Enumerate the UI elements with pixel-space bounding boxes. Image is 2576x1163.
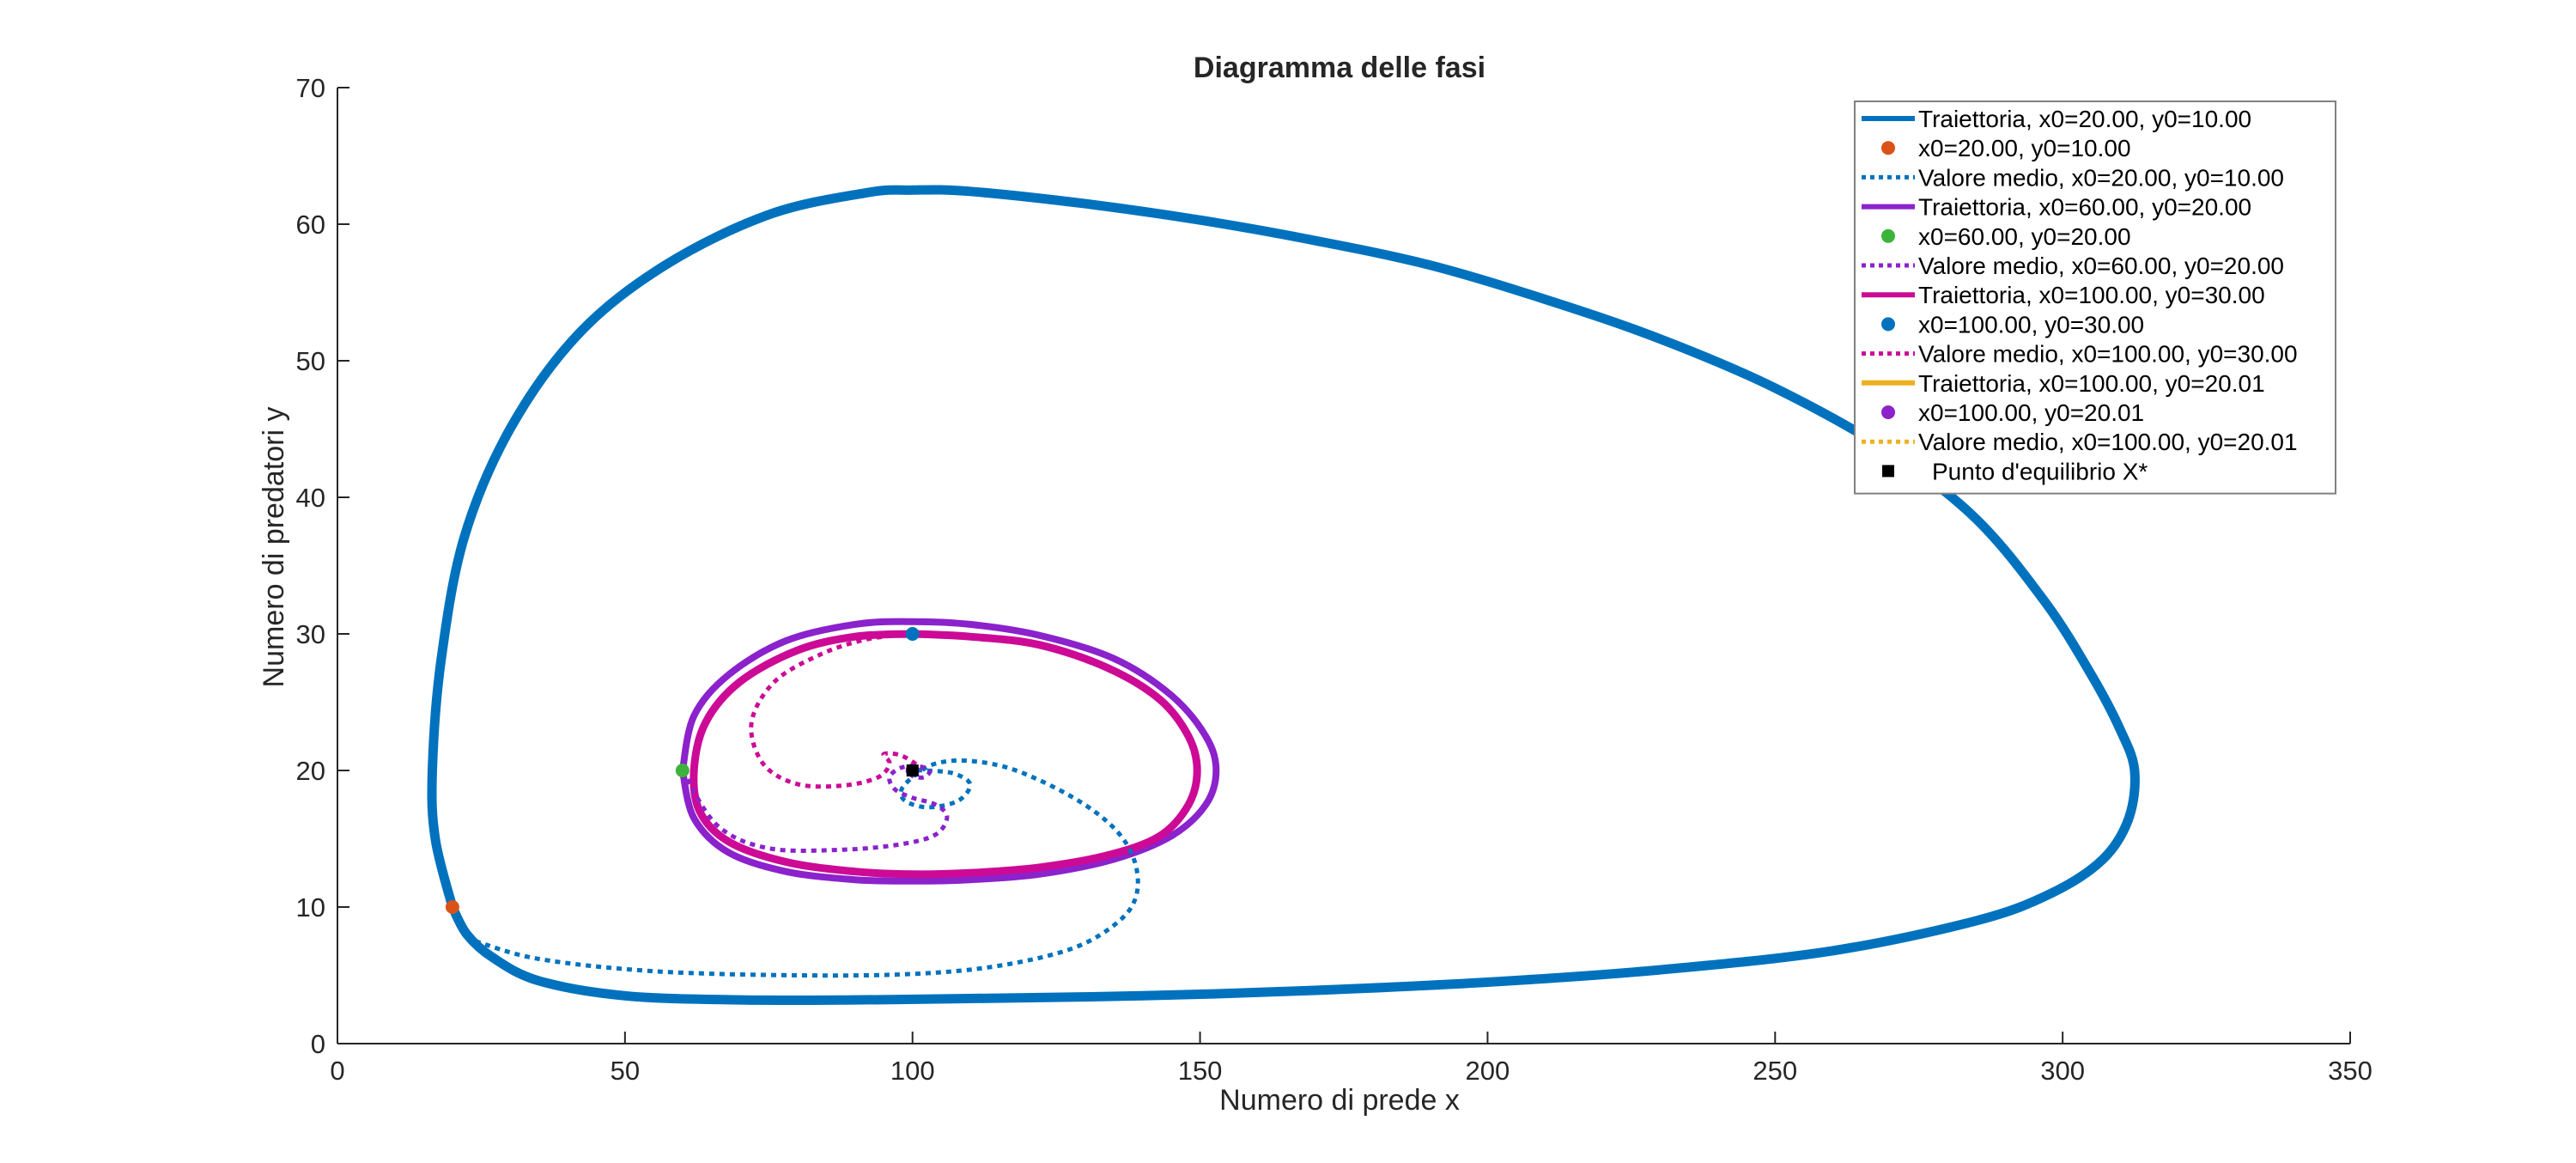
legend-entry-label: Valore medio, x0=20.00, y0=10.00 <box>1918 164 2284 191</box>
y-tick-label: 40 <box>296 483 325 513</box>
legend-swatch-marker <box>1881 317 1895 332</box>
legend-swatch-marker <box>1881 405 1895 419</box>
legend-entry-label: Traiettoria, x0=100.00, y0=30.00 <box>1918 282 2265 308</box>
x-tick-label: 250 <box>1753 1056 1797 1086</box>
legend-swatch-square <box>1882 465 1894 478</box>
y-tick-label: 50 <box>296 346 325 376</box>
legend-entry-label: Punto d'equilibrio X* <box>1932 458 2148 484</box>
mean-value-line-3 <box>749 631 921 789</box>
initial-point-marker-3 <box>905 627 920 641</box>
y-tick-label: 30 <box>296 619 325 649</box>
legend-entry-label: Traiettoria, x0=60.00, y0=20.00 <box>1918 194 2251 221</box>
x-tick-label: 300 <box>2040 1056 2085 1086</box>
axes: 0 50 100 150 200 250 300 350 0 10 20 30 40 50 60 70 <box>296 73 2372 1086</box>
trajectory-line-3 <box>690 630 1201 879</box>
trajectory-line-2 <box>678 618 1220 885</box>
x-tick-label: 50 <box>611 1056 640 1086</box>
legend-entry-label: x0=100.00, y0=20.01 <box>1918 399 2144 426</box>
legend-entry-label: Valore medio, x0=100.00, y0=20.01 <box>1918 429 2298 455</box>
chart-title: Diagramma delle fasi <box>1194 52 1485 84</box>
legend-entry-label: x0=60.00, y0=20.00 <box>1918 223 2131 250</box>
legend-swatch-marker <box>1881 141 1895 155</box>
legend-entry-label: Traiettoria, x0=20.00, y0=10.00 <box>1918 106 2251 132</box>
trajectory-line-1 <box>427 185 2140 1006</box>
legend-entry-label: x0=20.00, y0=10.00 <box>1918 135 2131 161</box>
legend-entry-label: Valore medio, x0=60.00, y0=20.00 <box>1918 253 2284 279</box>
x-tick-label: 350 <box>2328 1056 2372 1086</box>
legend-swatch-marker <box>1881 228 1895 243</box>
legend-entry-label: Valore medio, x0=100.00, y0=30.00 <box>1918 341 2298 368</box>
legend-entry-label: x0=100.00, y0=30.00 <box>1918 311 2144 338</box>
y-tick-label: 10 <box>296 892 325 922</box>
y-tick-label: 20 <box>296 756 325 786</box>
legend-entry-label: Traiettoria, x0=100.00, y0=20.01 <box>1918 370 2265 397</box>
x-tick-label: 150 <box>1178 1056 1223 1086</box>
mean-value-line-2 <box>680 764 950 853</box>
y-tick-label: 70 <box>296 73 325 103</box>
equilibrium-point-marker <box>906 764 919 776</box>
initial-point-marker-1 <box>445 900 459 914</box>
x-tick-label: 200 <box>1466 1056 1510 1086</box>
y-tick-label: 0 <box>311 1029 325 1059</box>
y-tick-label: 60 <box>296 210 325 240</box>
y-axis-label: Numero di predatori y <box>258 407 290 688</box>
x-axis-label: Numero di prede x <box>1219 1084 1460 1117</box>
mean-value-line-1 <box>475 758 1140 978</box>
legend: Traiettoria, x0=20.00, y0=10.00 x0=20.00,… <box>1854 100 2336 495</box>
x-tick-label: 100 <box>890 1056 935 1086</box>
plot-area <box>427 185 2140 1006</box>
x-tick-label: 0 <box>330 1056 344 1086</box>
legend-box <box>1854 100 2336 495</box>
initial-point-marker-2 <box>675 764 690 777</box>
